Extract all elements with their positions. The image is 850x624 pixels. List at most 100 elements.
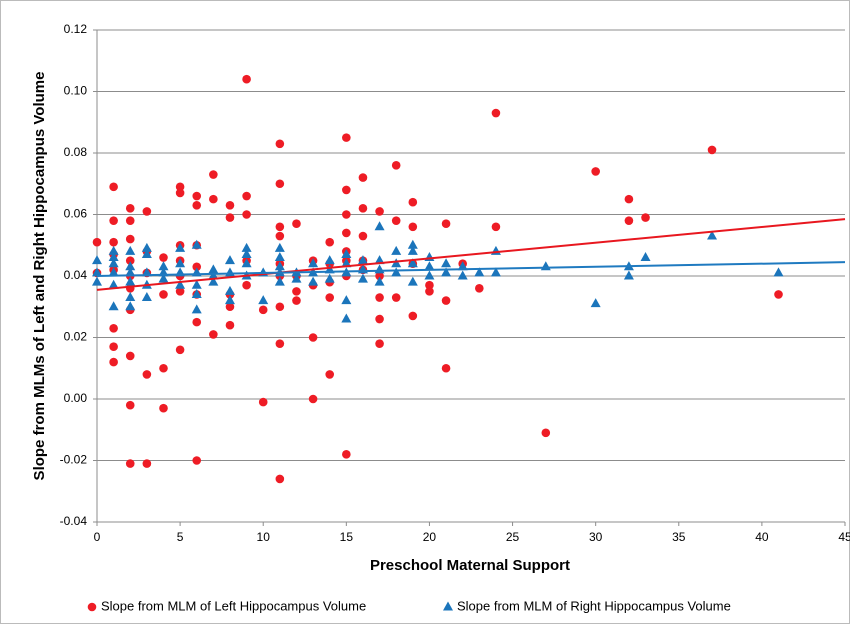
point (491, 108, 501, 118)
point (175, 287, 185, 296)
point (125, 204, 135, 213)
point (342, 450, 351, 459)
x-tick-label: 35 (672, 530, 686, 544)
point (242, 280, 251, 290)
point (408, 311, 418, 321)
point (325, 237, 335, 247)
point (275, 474, 285, 484)
point (242, 210, 251, 219)
point (475, 284, 484, 293)
point (375, 293, 384, 302)
point (275, 222, 285, 232)
point (407, 245, 418, 255)
point (357, 255, 368, 265)
point (274, 261, 285, 271)
point (125, 301, 136, 311)
x-tick-label: 40 (755, 530, 769, 544)
point (375, 207, 384, 216)
point (407, 239, 418, 249)
point (441, 363, 451, 373)
legend-marker (87, 602, 97, 612)
point (342, 133, 351, 142)
point (241, 242, 252, 252)
point (92, 276, 102, 286)
point (441, 258, 452, 268)
point (358, 231, 368, 241)
point (341, 313, 352, 323)
point (491, 222, 501, 232)
point (159, 253, 168, 262)
point (158, 261, 169, 271)
point (192, 317, 202, 327)
point (391, 267, 402, 277)
point (258, 397, 268, 407)
point (175, 345, 185, 355)
point (241, 258, 252, 268)
point (108, 245, 119, 255)
point (357, 273, 368, 283)
point (424, 261, 435, 271)
point (159, 403, 168, 413)
point (408, 222, 418, 232)
point (408, 197, 418, 207)
point (342, 210, 351, 219)
point (341, 258, 352, 268)
point (141, 248, 152, 258)
point (175, 242, 186, 252)
point (191, 288, 202, 298)
point (225, 320, 235, 330)
point (225, 302, 235, 312)
point (275, 231, 285, 241)
point (474, 267, 485, 277)
point (291, 273, 302, 283)
trend-line (96, 261, 846, 277)
point (325, 370, 335, 379)
point (224, 285, 235, 295)
point (158, 273, 169, 283)
point (142, 459, 152, 468)
point (375, 339, 384, 348)
point (773, 267, 784, 277)
point (425, 287, 434, 296)
point (142, 207, 152, 216)
point (324, 255, 335, 265)
y-axis-label: Slope from MLMs of Left and Right Hippoc… (31, 72, 48, 481)
x-axis-label: Preschool Maternal Support (370, 557, 570, 574)
point (125, 261, 136, 271)
point (109, 342, 118, 352)
point (324, 273, 335, 283)
point (125, 234, 135, 244)
point (225, 213, 235, 222)
legend-marker (443, 601, 453, 611)
point (109, 237, 118, 247)
point (125, 256, 135, 265)
point (159, 290, 168, 299)
point (125, 276, 136, 286)
x-tick-label: 30 (589, 530, 603, 544)
point (342, 185, 351, 195)
point (325, 293, 335, 302)
point (274, 252, 285, 262)
trend-line (96, 218, 846, 291)
point (375, 271, 384, 281)
point (358, 204, 368, 213)
point (541, 428, 551, 438)
point (274, 276, 285, 286)
point (191, 279, 202, 289)
point (292, 219, 301, 229)
point (407, 258, 418, 268)
point (209, 194, 218, 204)
y-tick-label: -0.04 (60, 514, 88, 528)
point (424, 270, 435, 280)
point (125, 216, 135, 225)
point (457, 270, 468, 280)
point (241, 248, 252, 258)
point (707, 145, 717, 155)
point (623, 270, 634, 280)
point (308, 276, 319, 286)
point (590, 298, 601, 308)
point (142, 370, 152, 379)
point (375, 314, 384, 324)
point (175, 279, 186, 289)
